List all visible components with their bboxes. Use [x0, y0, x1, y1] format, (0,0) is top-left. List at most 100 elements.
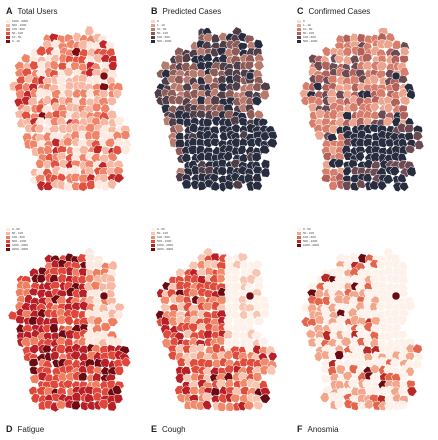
district-region — [362, 379, 372, 388]
legend-swatch — [6, 243, 10, 247]
legend-swatch — [151, 231, 155, 235]
district-region — [14, 315, 25, 325]
legend-swatch — [151, 31, 155, 35]
district-region — [406, 89, 416, 100]
panel-cough: 0 - 50 50 - 100 100 - 500 500 - 1000 100… — [146, 220, 292, 440]
legend-entry: 1 - 10 — [151, 23, 171, 27]
district-region — [411, 343, 423, 354]
legend-label: 50 - 100 — [303, 31, 315, 35]
legend-swatch — [6, 27, 10, 31]
district-region — [106, 96, 117, 106]
legend-label: 100 - 500 — [303, 235, 316, 239]
berlin-region — [245, 291, 255, 301]
legend-swatch — [297, 227, 301, 231]
panel-title-f: F Anosmia — [297, 424, 339, 434]
district-region — [114, 365, 125, 376]
district-region — [56, 180, 67, 191]
legend-entry: 50 - 100 — [6, 231, 28, 235]
legend-label: 100 - 500 — [303, 35, 316, 39]
legend-label: 500 - 1000 — [12, 23, 27, 27]
district-region — [28, 358, 39, 368]
district-region — [405, 300, 416, 311]
legend-label: 1000 - 2000 — [303, 243, 320, 247]
district-region — [48, 323, 59, 334]
legend-swatch — [6, 31, 10, 35]
map-legend: 0 1 - 10 10 - 50 50 - 100 100 - 500 500 … — [297, 19, 317, 43]
district-region — [42, 95, 53, 105]
legend-entry: 100 - 500 — [6, 27, 28, 31]
legend-label: 1 - 10 — [303, 23, 311, 27]
legend-label: 500 - 1000 — [303, 239, 318, 243]
district-region — [335, 280, 346, 290]
district-region — [176, 393, 188, 404]
district-region — [399, 47, 410, 57]
legend-entry: 500 - 1000 — [6, 23, 28, 27]
district-region — [91, 102, 102, 113]
district-region — [167, 350, 178, 361]
berlin-region — [391, 71, 401, 81]
legend-swatch — [297, 235, 301, 239]
district-region — [217, 166, 228, 176]
legend-entry: 100 - 500 — [297, 235, 319, 239]
legend-label: 1000 - 5000 — [12, 19, 29, 23]
berlin-region — [391, 291, 401, 301]
district-region — [370, 280, 381, 291]
district-region — [384, 400, 395, 411]
district-region — [181, 178, 193, 190]
panel-letter: C — [297, 6, 304, 16]
district-region — [368, 179, 381, 191]
district-region — [230, 393, 241, 404]
choropleth-map — [7, 247, 132, 413]
district-region — [98, 398, 110, 410]
district-region — [203, 74, 214, 85]
legend-swatch — [297, 243, 301, 247]
district-region — [252, 82, 263, 92]
district-region — [231, 81, 242, 92]
district-region — [253, 280, 264, 291]
legend-label: 1 - 10 — [157, 23, 165, 27]
district-region — [259, 365, 269, 376]
legend-swatch — [151, 235, 155, 239]
legend-label: 0 - 10 — [12, 39, 20, 43]
district-region — [62, 67, 74, 77]
district-region — [105, 281, 117, 291]
legend-entry: 100 - 500 — [151, 35, 171, 39]
legend-label: 0 - 50 — [12, 227, 20, 231]
district-region — [113, 173, 125, 184]
district-region — [100, 322, 112, 332]
district-region — [314, 130, 326, 141]
district-region — [356, 179, 367, 189]
district-region — [112, 145, 123, 156]
district-region — [62, 136, 74, 147]
district-region — [174, 372, 185, 384]
legend-label: 1000 - 2000 — [157, 243, 174, 247]
map-legend: 0 - 50 50 - 100 100 - 500 500 - 1000 100… — [151, 227, 173, 251]
panel-letter: D — [6, 424, 13, 434]
legend-entry: 1000 - 5000 — [6, 19, 28, 23]
district-region — [189, 123, 200, 134]
legend-entry: 1 - 10 — [297, 23, 317, 27]
district-region — [14, 109, 25, 119]
legend-entry: 10 - 50 — [6, 35, 28, 39]
district-region — [35, 45, 47, 57]
district-region — [161, 338, 172, 349]
legend-label: 0 - 50 — [303, 227, 311, 231]
district-region — [56, 399, 66, 410]
district-region — [237, 145, 247, 155]
district-region — [320, 350, 331, 360]
district-region — [334, 350, 344, 360]
choropleth-map — [153, 26, 278, 193]
district-region — [246, 274, 258, 285]
legend-entry: 10 - 50 — [297, 27, 317, 31]
legend-swatch — [297, 31, 301, 35]
panel-title-text: Predicted Cases — [162, 7, 222, 16]
district-region — [253, 60, 265, 71]
district-region — [85, 179, 96, 190]
legend-entry: 50 - 100 — [297, 231, 319, 235]
district-region — [70, 173, 81, 182]
legend-swatch — [6, 39, 10, 43]
district-region — [363, 399, 374, 410]
district-region — [64, 329, 76, 340]
district-region — [189, 386, 200, 396]
berlin-region — [245, 71, 255, 81]
